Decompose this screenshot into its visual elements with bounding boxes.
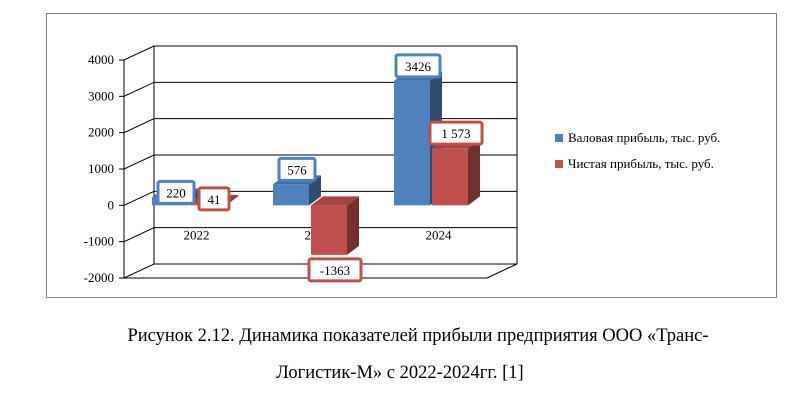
data-label-box <box>156 179 196 205</box>
x-tick-label: 2022 <box>184 227 210 242</box>
caption-line-1: Рисунок 2.12. Динамика показателей прибы… <box>127 326 709 346</box>
bar <box>432 148 468 206</box>
y-tick-label: -2000 <box>84 270 114 285</box>
data-label-box <box>428 120 484 146</box>
bar-side <box>468 139 480 206</box>
legend-label: Чистая прибыль, тыс. руб. <box>568 156 714 171</box>
bar <box>273 184 309 206</box>
figure-caption: Рисунок 2.12. Динамика показателей прибы… <box>0 318 800 392</box>
floor-right-edge <box>486 263 518 279</box>
y-tick-label: 1000 <box>88 161 114 176</box>
bar <box>394 80 430 206</box>
legend-swatch <box>555 134 563 142</box>
bar-side <box>309 175 321 206</box>
data-label: 3426 <box>405 59 432 74</box>
data-label-box <box>307 257 363 283</box>
data-label: 576 <box>287 162 307 177</box>
data-label: 220 <box>166 185 186 200</box>
gridline <box>123 81 517 97</box>
bar-top <box>311 196 359 206</box>
data-label-box <box>394 53 442 79</box>
data-label: -1363 <box>320 263 350 278</box>
y-tick-label: 2000 <box>88 125 114 140</box>
caption-line-2: Логистик-М» с 2022-2024гг. [1] <box>276 363 524 383</box>
bar <box>311 205 347 255</box>
gridline <box>123 45 517 61</box>
y-tick-label: 3000 <box>88 88 114 103</box>
legend-swatch <box>555 160 563 168</box>
legend-label: Валовая прибыль, тыс. руб. <box>568 130 720 145</box>
y-tick-label: 4000 <box>88 52 114 67</box>
data-label-box <box>197 186 231 212</box>
chart-frame: 40003000200010000-1000-20002022202320242… <box>46 13 777 298</box>
y-tick-label: 0 <box>108 197 115 212</box>
x-tick-label: 2024 <box>426 227 453 242</box>
data-label: 41 <box>208 192 221 207</box>
bar-side <box>347 196 359 255</box>
profit-chart: 40003000200010000-1000-20002022202320242… <box>84 45 720 285</box>
data-label: 1 573 <box>441 126 470 141</box>
data-label-box <box>277 156 317 182</box>
y-tick-label: -1000 <box>84 234 114 249</box>
